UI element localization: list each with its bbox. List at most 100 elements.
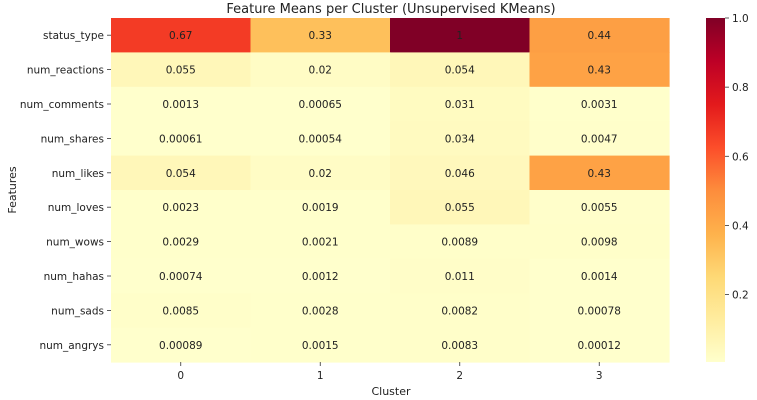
cell-value-label: 0.046 — [445, 168, 475, 180]
cell-value-label: 0.00012 — [578, 340, 621, 352]
y-tick-label: num_sads — [51, 305, 104, 317]
heatmap-cell — [529, 293, 670, 329]
heatmap-cell — [250, 190, 391, 225]
cell-value-label: 0.0013 — [162, 99, 199, 111]
heatmap-cell — [250, 52, 391, 88]
cell-value-label: 0.44 — [588, 30, 612, 42]
colorbar-ticks: 0.2 0.4 0.6 0.8 1.0 — [725, 13, 749, 302]
cell-value-label: 0.055 — [445, 202, 475, 214]
cell-value-label: 0.02 — [309, 65, 332, 77]
heatmap-cell — [111, 86, 252, 122]
cell-value-label: 0.67 — [169, 30, 192, 42]
cell-value-label: 0.0085 — [162, 305, 199, 317]
y-tick-label: num_reactions — [27, 65, 104, 77]
heatmap-cell — [390, 86, 531, 122]
y-axis-label: Features — [6, 166, 19, 214]
x-tick-label: 3 — [596, 370, 603, 382]
heatmap-cell — [529, 86, 670, 122]
heatmap-cell — [111, 224, 252, 260]
colorbar-tick-label: 0.2 — [732, 290, 749, 302]
cell-value-label: 0.0055 — [581, 202, 618, 214]
cell-value-label: 0.00074 — [159, 271, 203, 283]
colorbar-tick-label: 0.4 — [732, 220, 749, 232]
colorbar-tick-label: 1.0 — [732, 13, 749, 25]
cell-value-label: 0.0083 — [441, 340, 478, 352]
y-tick-label: status_type — [43, 30, 104, 42]
heatmap-cell — [390, 258, 531, 294]
y-tick-label: num_loves — [48, 202, 104, 214]
cell-value-label: 0.0021 — [302, 237, 339, 249]
y-tick-label: num_likes — [52, 168, 104, 180]
heatmap-cell — [250, 121, 391, 157]
heatmap-cell — [111, 121, 252, 157]
heatmap-cell — [390, 52, 531, 88]
heatmap-cell — [529, 52, 670, 88]
x-tick-label: 2 — [456, 370, 463, 382]
heatmap-cell — [111, 293, 252, 329]
cell-value-label: 0.0028 — [302, 305, 339, 317]
heatmap-cell — [390, 155, 531, 191]
x-tick-label: 0 — [177, 370, 184, 382]
heatmap-cell — [111, 258, 252, 294]
y-tick-label: num_comments — [20, 99, 104, 111]
cell-value-label: 1 — [456, 30, 463, 42]
cell-value-label: 0.0031 — [581, 99, 618, 111]
y-tick-label: num_shares — [41, 133, 104, 145]
cell-value-label: 0.02 — [309, 168, 332, 180]
heatmap-cell — [529, 258, 670, 294]
cell-value-label: 0.034 — [445, 133, 475, 145]
cell-value-label: 0.055 — [166, 65, 196, 77]
heatmap-cell — [529, 327, 670, 363]
colorbar — [706, 18, 725, 362]
heatmap-cell — [250, 327, 391, 363]
heatmap-cell — [250, 155, 391, 191]
cell-value-label: 0.00054 — [299, 133, 343, 145]
heatmap-cell — [390, 224, 531, 260]
heatmap-cell — [111, 52, 252, 88]
heatmap-cell — [529, 155, 670, 191]
cell-value-label: 0.00061 — [159, 133, 202, 145]
cell-value-label: 0.0082 — [441, 305, 478, 317]
colorbar-tick-label: 0.8 — [732, 82, 749, 94]
cell-value-label: 0.00078 — [578, 305, 621, 317]
y-tick-label: num_hahas — [44, 271, 104, 283]
cell-value-label: 0.0015 — [302, 340, 339, 352]
cell-value-label: 0.054 — [166, 168, 196, 180]
y-axis-ticks: status_type num_reactions num_comments num_… — [20, 30, 111, 352]
heatmap-cell — [111, 155, 252, 191]
heatmap-cell — [390, 327, 531, 363]
cell-value-label: 0.0047 — [581, 133, 618, 145]
cell-value-label: 0.00089 — [159, 340, 202, 352]
heatmap-cell — [250, 86, 391, 122]
heatmap-cell — [250, 224, 391, 260]
heatmap-cell — [529, 224, 670, 260]
cell-value-label: 0.054 — [445, 65, 475, 77]
cell-value-label: 0.0089 — [441, 237, 478, 249]
cell-value-label: 0.0014 — [581, 271, 618, 283]
cell-value-label: 0.0019 — [302, 202, 339, 214]
heatmap-cell — [529, 190, 670, 225]
cell-value-label: 0.0029 — [162, 237, 199, 249]
cell-value-label: 0.0098 — [581, 237, 618, 249]
x-tick-label: 1 — [317, 370, 324, 382]
heatmap-cell — [250, 293, 391, 329]
cell-value-label: 0.011 — [445, 271, 475, 283]
cell-value-label: 0.031 — [445, 99, 475, 111]
heatmap-cells — [111, 18, 670, 363]
x-axis-ticks: 0 1 2 3 — [177, 362, 603, 382]
heatmap-cell — [529, 121, 670, 157]
colorbar-tick-label: 0.6 — [732, 151, 749, 163]
heatmap-cell — [529, 18, 670, 53]
cell-value-label: 0.43 — [588, 168, 611, 180]
heatmap-cell — [250, 258, 391, 294]
heatmap-cell — [250, 18, 391, 53]
heatmap-cell — [111, 18, 252, 53]
heatmap-cell — [390, 190, 531, 225]
cell-value-label: 0.00065 — [299, 99, 342, 111]
cell-value-label: 0.0023 — [162, 202, 199, 214]
heatmap-cell — [390, 18, 531, 53]
chart-title: Feature Means per Cluster (Unsupervised … — [226, 2, 555, 17]
y-tick-label: num_angrys — [39, 340, 104, 352]
heatmap-cell — [390, 293, 531, 329]
y-tick-label: num_wows — [46, 237, 104, 249]
